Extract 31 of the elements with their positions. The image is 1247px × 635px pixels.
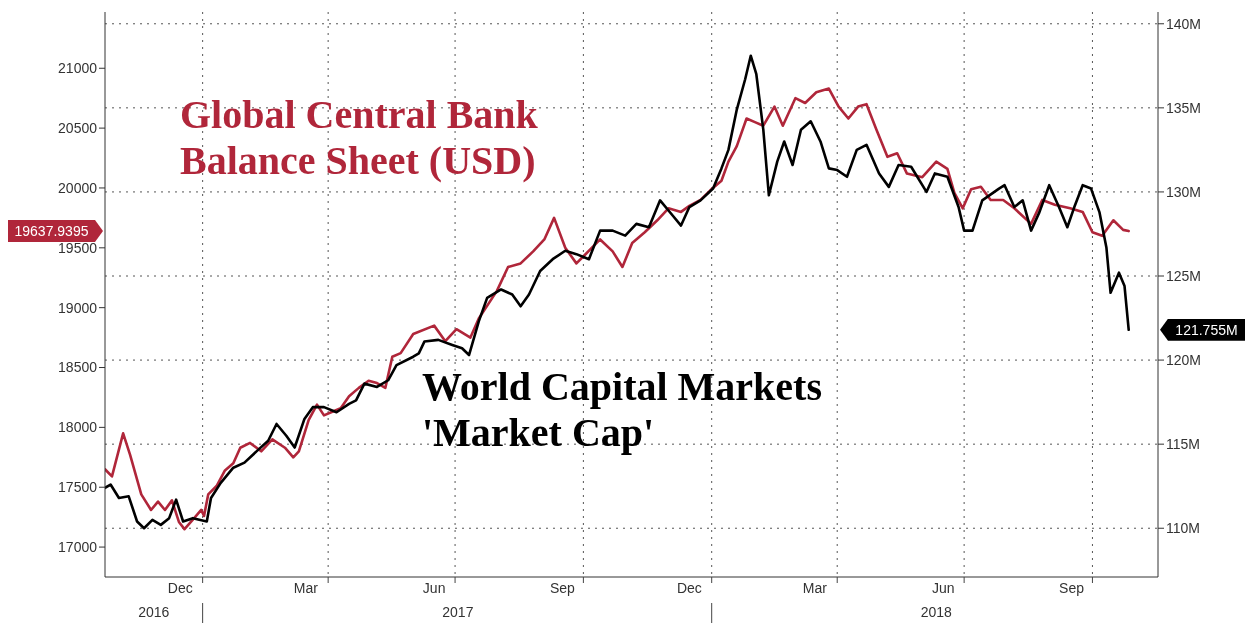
y2-tick-label: 135M xyxy=(1166,99,1202,116)
y2-tick-label: 130M xyxy=(1166,183,1202,200)
y-tick-label: 18000 xyxy=(58,419,98,436)
y2-tick-label: 140M xyxy=(1166,15,1202,32)
y-tick-label: 19000 xyxy=(58,299,98,316)
x-tick-label: Sep xyxy=(550,580,576,596)
y-tick-label: 17000 xyxy=(58,539,98,556)
x-tick-label: Mar xyxy=(293,580,319,596)
y-tick-label: 21000 xyxy=(58,60,98,77)
x2-tick-label: 2017 xyxy=(442,604,474,620)
text: 19637.9395 xyxy=(14,223,89,240)
text: 121.755M xyxy=(1160,318,1245,341)
y-tick-label: 17500 xyxy=(58,479,98,496)
x-tick-label: Jun xyxy=(931,580,955,596)
y-tick-label: 18500 xyxy=(58,359,98,376)
x2-tick-label: 2018 xyxy=(920,604,953,620)
series-label: Global Central Bank Balance Sheet (USD) xyxy=(180,92,539,184)
x-tick-label: Sep xyxy=(1059,580,1085,596)
series-label: World Capital Markets 'Market Cap' xyxy=(422,364,823,456)
x-tick-label: Dec xyxy=(167,580,193,596)
x-tick-label: Dec xyxy=(676,580,702,596)
y-tick-label: 20000 xyxy=(58,179,98,196)
x-tick-label: Mar xyxy=(802,580,828,596)
x-tick-label: Jun xyxy=(422,580,446,596)
x2-tick-label: 2016 xyxy=(138,604,170,620)
y2-tick-label: 125M xyxy=(1166,267,1202,284)
y2-tick-label: 120M xyxy=(1166,352,1202,369)
y2-tick-label: 115M xyxy=(1166,436,1200,453)
y-tick-label: 20500 xyxy=(58,120,98,137)
y2-tick-label: 110M xyxy=(1166,520,1200,537)
y-tick-label: 19500 xyxy=(58,239,98,256)
